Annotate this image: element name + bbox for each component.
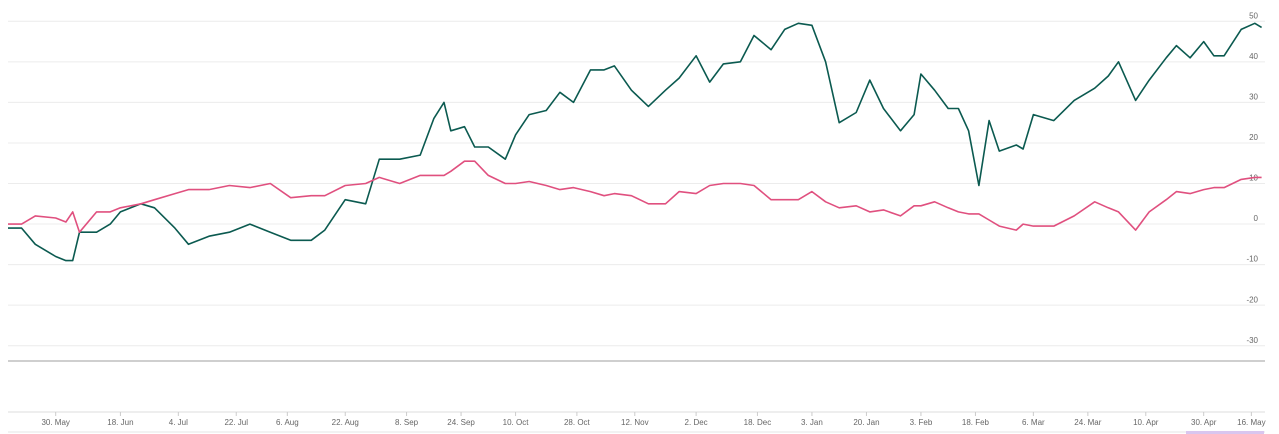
x-tick-label: 3. Jan xyxy=(801,418,823,427)
y-tick-label: 30 xyxy=(1249,92,1258,101)
x-tick-label: 6. Aug xyxy=(276,418,299,427)
y-tick-label: -20 xyxy=(1246,295,1258,304)
x-tick-label: 24. Mar xyxy=(1074,418,1101,427)
x-tick-label: 10. Oct xyxy=(503,418,530,427)
x-tick-label: 30. Apr xyxy=(1191,418,1217,427)
x-tick-label: 4. Jul xyxy=(169,418,188,427)
x-tick-label: 2. Dec xyxy=(685,418,708,427)
y-tick-label: 0 xyxy=(1254,214,1259,223)
x-tick-label: 6. Mar xyxy=(1022,418,1045,427)
x-tick-label: 20. Jan xyxy=(853,418,879,427)
x-tick-label: 16. May xyxy=(1237,418,1265,427)
x-tick-label: 28. Oct xyxy=(564,418,591,427)
x-tick-label: 12. Nov xyxy=(621,418,649,427)
x-tick-label: 18. Feb xyxy=(962,418,990,427)
navigator-handle xyxy=(1186,431,1264,434)
x-tick-label: 18. Jun xyxy=(107,418,133,427)
x-tick-label: 10. Apr xyxy=(1133,418,1159,427)
x-tick-label: 8. Sep xyxy=(395,418,419,427)
series-line xyxy=(8,22,1263,262)
x-tick-label: 18. Dec xyxy=(744,418,772,427)
x-tick-label: 24. Sep xyxy=(447,418,475,427)
x-tick-label: 3. Feb xyxy=(910,418,933,427)
y-tick-label: -30 xyxy=(1246,336,1258,345)
x-tick-label: 22. Jul xyxy=(224,418,248,427)
x-tick-label: 30. May xyxy=(41,418,69,427)
y-tick-label: 40 xyxy=(1249,52,1258,61)
x-tick-label: 22. Aug xyxy=(332,418,359,427)
y-tick-label: 50 xyxy=(1249,11,1258,20)
series-line xyxy=(8,160,1262,233)
y-tick-label: -10 xyxy=(1246,255,1258,264)
y-tick-label: 20 xyxy=(1249,133,1258,142)
